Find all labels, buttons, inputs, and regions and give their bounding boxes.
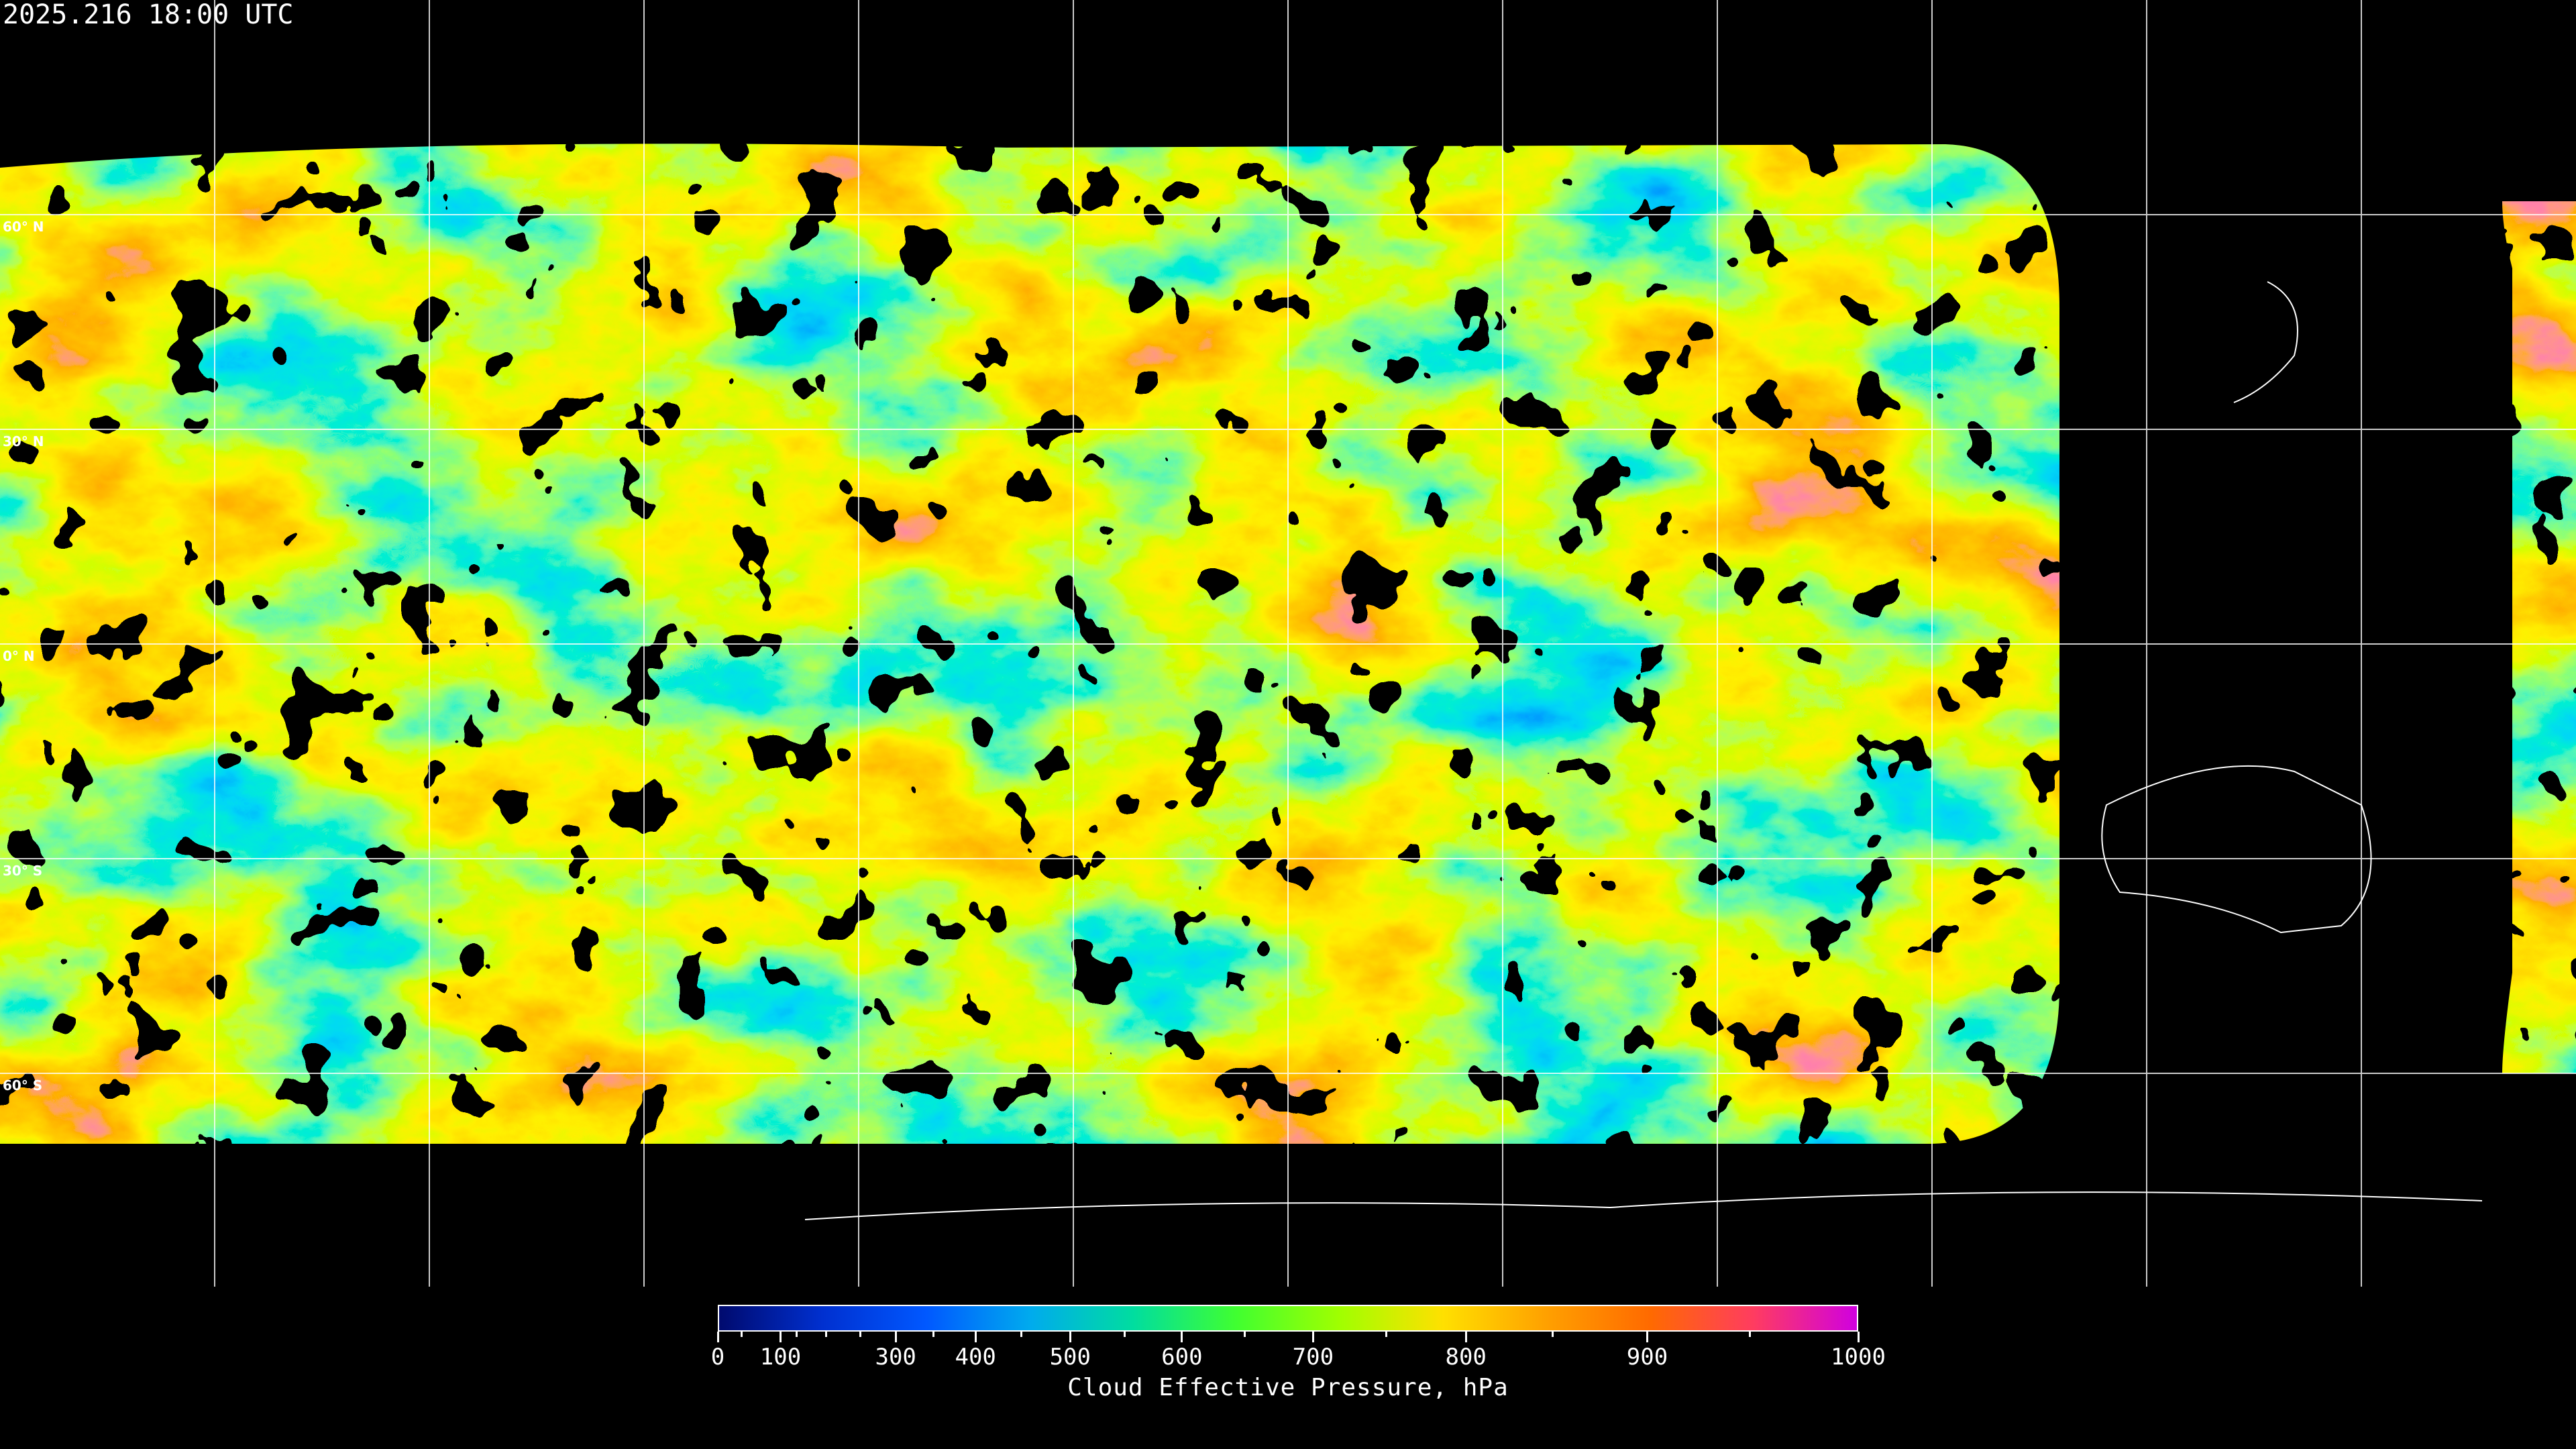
cloud-pressure-map [0,0,2576,1287]
graticule [0,0,2576,1287]
lat-label-30n: 30° N [3,433,44,449]
colorbar-tick-label: 100 [759,1344,802,1371]
colorbar-minor-tick [825,1332,827,1337]
colorbar-tick-label: 700 [1292,1344,1334,1371]
colorbar-minor-tick [795,1332,798,1337]
colorbar-major-tick [716,1332,719,1342]
colorbar-minor-tick [1385,1332,1387,1337]
colorbar-tick-label: 300 [875,1344,916,1371]
colorbar-tick-label: 1000 [1831,1344,1886,1371]
colorbar-tick-label: 400 [955,1344,996,1371]
colorbar-minor-tick [1551,1332,1554,1337]
colorbar-tick-label: 800 [1445,1344,1487,1371]
colorbar-minor-tick [1243,1332,1246,1337]
colorbar-major-tick [1181,1332,1183,1342]
lat-label-0: 0° N [3,648,35,664]
colorbar [718,1305,1858,1332]
timestamp-label: 2025.216 18:00 UTC [3,0,294,30]
colorbar-major-tick [1069,1332,1071,1342]
colorbar-tick-label: 600 [1161,1344,1203,1371]
colorbar-minor-tick [1020,1332,1022,1337]
colorbar-minor-tick [1749,1332,1751,1337]
lat-label-30s: 30° S [3,863,43,879]
colorbar-minor-tick [1124,1332,1126,1337]
colorbar-minor-tick [741,1332,743,1337]
colorbar-ticks: 0 100 300 400 500 600 700 800 900 1000 [711,1332,1886,1385]
colorbar-tick-label: 900 [1626,1344,1668,1371]
coastlines [804,281,2483,1220]
colorbar-title: Cloud Effective Pressure, hPa [1067,1374,1509,1401]
colorbar-major-tick [780,1332,782,1342]
colorbar-major-tick [894,1332,897,1342]
colorbar-major-tick [1857,1332,1860,1342]
colorbar-minor-tick [859,1332,861,1337]
colorbar-tick-label: 0 [710,1344,725,1371]
colorbar-major-tick [1646,1332,1648,1342]
colorbar-major-tick [1311,1332,1314,1342]
colorbar-minor-tick [932,1332,934,1337]
colorbar-major-tick [974,1332,977,1342]
lat-label-60s: 60° S [3,1077,43,1093]
lat-label-60n: 60° N [3,219,44,235]
colorbar-tick-label: 500 [1049,1344,1091,1371]
colorbar-major-tick [1464,1332,1467,1342]
